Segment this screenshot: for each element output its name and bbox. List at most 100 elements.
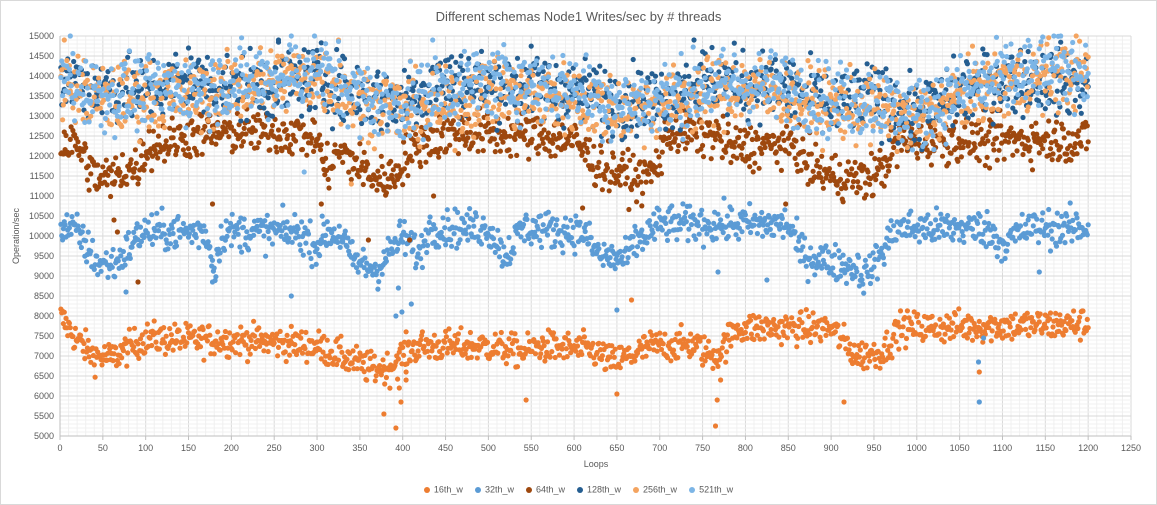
- data-point: [441, 121, 447, 127]
- data-point: [688, 222, 695, 228]
- data-point: [676, 143, 682, 149]
- data-point: [1046, 206, 1052, 213]
- data-point: [700, 154, 707, 160]
- data-point: [616, 163, 623, 169]
- data-point: [239, 143, 245, 149]
- data-point: [420, 243, 426, 249]
- data-point: [278, 233, 284, 239]
- data-point: [304, 152, 310, 158]
- data-point: [932, 236, 938, 242]
- data-point: [1047, 310, 1054, 316]
- data-point: [464, 212, 470, 218]
- data-point: [1070, 217, 1076, 223]
- data-point: [494, 127, 500, 133]
- data-point: [877, 87, 883, 93]
- data-point: [574, 131, 580, 138]
- data-point: [592, 182, 599, 189]
- data-point: [823, 175, 829, 181]
- data-point: [150, 128, 156, 134]
- data-point: [1083, 146, 1089, 152]
- data-point: [116, 361, 122, 367]
- data-point: [1071, 145, 1078, 151]
- data-point: [540, 140, 546, 146]
- data-point: [418, 337, 424, 343]
- data-point: [1040, 210, 1046, 216]
- data-point: [564, 354, 570, 360]
- data-point: [792, 155, 798, 161]
- data-point: [895, 140, 901, 146]
- data-point: [1020, 151, 1026, 158]
- data-point: [199, 151, 205, 157]
- data-point: [739, 229, 745, 235]
- data-point: [749, 136, 755, 143]
- data-point: [300, 252, 306, 258]
- data-point: [110, 246, 116, 253]
- y-tick-label: 9500: [34, 251, 54, 261]
- data-point: [520, 221, 527, 228]
- data-point: [396, 222, 402, 229]
- data-point: [136, 176, 142, 182]
- data-point: [510, 245, 516, 251]
- data-point: [927, 150, 933, 156]
- data-point: [196, 57, 202, 63]
- data-point: [630, 56, 636, 63]
- x-tick-label: 350: [352, 443, 367, 453]
- data-point: [937, 222, 943, 228]
- data-point: [757, 336, 763, 342]
- data-point: [496, 254, 503, 260]
- data-point: [409, 348, 415, 354]
- data-point: [736, 225, 743, 231]
- data-point: [436, 339, 442, 345]
- data-point: [691, 348, 697, 354]
- data-point: [601, 241, 607, 247]
- data-point: [951, 217, 958, 223]
- data-point: [1064, 213, 1070, 219]
- data-point: [264, 212, 270, 218]
- data-point: [969, 121, 975, 127]
- data-point: [125, 350, 131, 356]
- data-point: [893, 339, 899, 345]
- data-point: [800, 244, 806, 250]
- data-point: [702, 358, 708, 364]
- data-point: [866, 353, 872, 359]
- data-point: [524, 216, 530, 222]
- data-point: [948, 150, 954, 156]
- data-point: [424, 143, 430, 149]
- data-point: [405, 173, 411, 179]
- data-point: [133, 160, 139, 166]
- data-point: [1028, 158, 1034, 164]
- data-point: [789, 315, 795, 321]
- data-point: [440, 345, 446, 351]
- data-point: [610, 133, 616, 139]
- data-point: [568, 217, 574, 223]
- data-point: [146, 128, 152, 134]
- data-point: [1068, 157, 1074, 163]
- data-point: [167, 144, 174, 150]
- data-point: [307, 104, 313, 110]
- data-point: [862, 257, 869, 263]
- data-point: [808, 151, 815, 157]
- data-point: [860, 281, 866, 287]
- data-point: [445, 57, 451, 63]
- data-point: [76, 152, 82, 158]
- data-point: [120, 248, 126, 255]
- data-point: [552, 239, 558, 245]
- data-point: [992, 226, 998, 232]
- data-point: [624, 175, 630, 181]
- data-point: [710, 145, 716, 151]
- data-point: [159, 205, 165, 211]
- y-tick-label: 11500: [30, 171, 54, 181]
- data-point: [662, 215, 668, 221]
- data-point: [734, 335, 740, 341]
- data-point: [906, 315, 912, 321]
- data-point: [595, 241, 601, 247]
- data-point: [794, 215, 800, 221]
- data-point: [88, 171, 94, 177]
- data-point: [879, 70, 886, 76]
- data-point: [573, 213, 579, 219]
- data-point: [603, 94, 609, 100]
- data-point: [810, 168, 816, 174]
- data-point: [327, 355, 333, 361]
- data-point: [373, 177, 379, 183]
